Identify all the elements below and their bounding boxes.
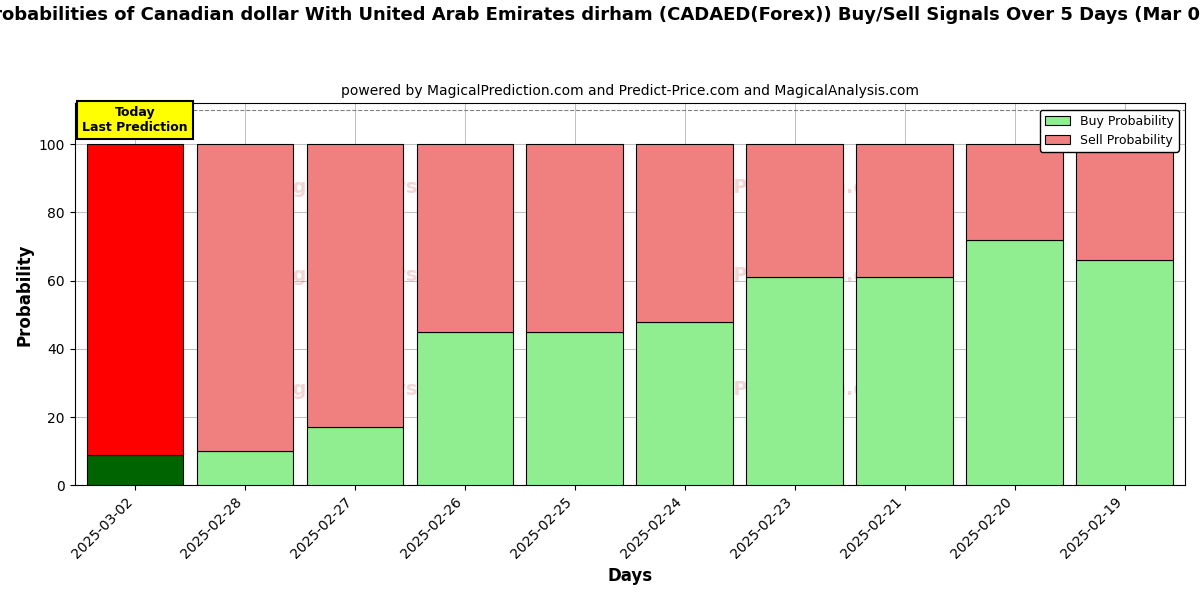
Text: MagicalPrediction.com: MagicalPrediction.com xyxy=(649,380,899,399)
Bar xyxy=(1076,260,1172,485)
Bar xyxy=(966,240,1063,485)
Bar xyxy=(197,451,294,485)
Y-axis label: Probability: Probability xyxy=(16,243,34,346)
Text: MagicalAnalysis.com: MagicalAnalysis.com xyxy=(260,266,488,284)
Bar xyxy=(527,332,623,485)
Title: powered by MagicalPrediction.com and Predict-Price.com and MagicalAnalysis.com: powered by MagicalPrediction.com and Pre… xyxy=(341,84,919,98)
Text: MagicalAnalysis.com: MagicalAnalysis.com xyxy=(260,380,488,399)
Bar xyxy=(197,144,294,451)
Text: MagicalAnalysis.com: MagicalAnalysis.com xyxy=(260,178,488,197)
Text: MagicalPrediction.com: MagicalPrediction.com xyxy=(649,178,899,197)
Bar xyxy=(636,322,733,485)
Bar xyxy=(966,144,1063,240)
Bar xyxy=(416,144,514,332)
Bar xyxy=(857,277,953,485)
Bar xyxy=(86,144,184,455)
Bar xyxy=(307,144,403,427)
Text: MagicalPrediction.com: MagicalPrediction.com xyxy=(649,266,899,284)
Bar xyxy=(746,277,844,485)
Legend: Buy Probability, Sell Probability: Buy Probability, Sell Probability xyxy=(1040,110,1178,152)
Bar xyxy=(746,144,844,277)
Bar xyxy=(636,144,733,322)
Text: Probabilities of Canadian dollar With United Arab Emirates dirham (CADAED(Forex): Probabilities of Canadian dollar With Un… xyxy=(0,6,1200,24)
X-axis label: Days: Days xyxy=(607,567,653,585)
Bar xyxy=(307,427,403,485)
Bar xyxy=(857,144,953,277)
Text: Today
Last Prediction: Today Last Prediction xyxy=(83,106,188,134)
Bar xyxy=(86,455,184,485)
Bar xyxy=(527,144,623,332)
Bar xyxy=(1076,144,1172,260)
Bar xyxy=(416,332,514,485)
